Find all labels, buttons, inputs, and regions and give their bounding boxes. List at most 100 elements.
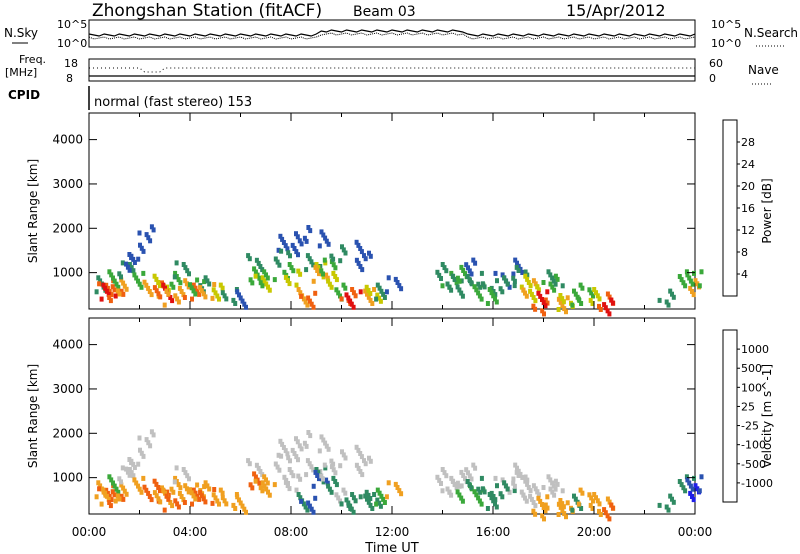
velocity-gate	[560, 508, 565, 513]
velocity-colorbar-tick-label: -500	[741, 458, 766, 471]
velocity-gate	[531, 483, 536, 489]
velocity-gate	[550, 489, 555, 495]
power-gate	[242, 301, 247, 307]
power-gate	[540, 297, 544, 302]
velocity-gate	[311, 509, 316, 515]
power-gate	[146, 235, 151, 241]
power-cell	[211, 282, 225, 302]
velocity-gate	[326, 483, 331, 489]
velocity-gate	[309, 464, 314, 470]
power-gate	[283, 243, 288, 249]
velocity-gate	[339, 501, 344, 507]
power-gate	[507, 284, 512, 290]
velocity-gate	[338, 498, 342, 504]
velocity-gate	[279, 453, 284, 459]
power-gate	[184, 281, 189, 287]
power-gate	[319, 229, 324, 235]
velocity-gate	[587, 492, 592, 498]
velocity-gate	[536, 492, 541, 498]
power-cell	[276, 233, 290, 253]
velocity-gate	[217, 501, 221, 507]
velocity-gate	[139, 450, 144, 456]
power-gate	[104, 282, 109, 288]
velocity-cell	[172, 465, 191, 485]
velocity-cell	[588, 492, 602, 511]
velocity-gate	[479, 475, 484, 481]
velocity-cell	[435, 467, 449, 486]
velocity-gate	[524, 498, 529, 504]
velocity-gate	[562, 511, 567, 517]
power-gate	[607, 311, 612, 317]
power-gate	[670, 291, 674, 297]
velocity-gate	[117, 476, 122, 482]
velocity-cell	[536, 494, 550, 514]
power-gate	[195, 277, 200, 283]
velocity-gate	[119, 482, 124, 488]
velocity-cell	[258, 474, 277, 494]
velocity-gate	[103, 490, 108, 496]
velocity-gate	[272, 482, 277, 488]
power-gate	[324, 272, 329, 278]
power-cell	[117, 260, 136, 280]
velocity-gate	[348, 503, 353, 509]
power-gate	[246, 253, 251, 259]
power-gate	[256, 260, 261, 266]
velocity-gate	[498, 491, 503, 497]
power-gate	[104, 288, 109, 294]
velocity-gate	[324, 443, 329, 449]
velocity-gate	[163, 490, 167, 496]
power-gate	[316, 265, 321, 271]
power-gate	[218, 282, 223, 288]
velocity-gate	[555, 481, 560, 487]
velocity-gate	[607, 499, 612, 505]
power-gate	[572, 288, 576, 294]
velocity-gate	[304, 443, 309, 449]
power-gate	[602, 302, 607, 308]
velocity-gate	[141, 475, 146, 481]
velocity-gate	[195, 493, 200, 499]
power-gate	[295, 234, 300, 240]
power-gate	[164, 288, 169, 294]
power-gate	[162, 302, 167, 308]
velocity-gate	[526, 485, 531, 490]
velocity-cell	[485, 492, 499, 511]
power-gate	[193, 291, 198, 297]
power-cell	[465, 270, 484, 290]
velocity-cell	[677, 474, 696, 494]
velocity-gate	[197, 496, 202, 502]
velocity-gate	[141, 453, 146, 459]
power-gate	[381, 291, 386, 297]
power-gate	[321, 274, 326, 280]
power-gate	[384, 289, 389, 295]
velocity-gate	[97, 486, 102, 492]
power-cell	[283, 268, 303, 288]
power-gate	[495, 278, 499, 284]
velocity-gate	[467, 473, 472, 479]
velocity-cell	[253, 478, 272, 498]
power-gate	[199, 288, 204, 294]
power-gate	[440, 283, 445, 289]
velocity-gate	[111, 480, 115, 486]
power-gate	[336, 290, 341, 296]
power-gate	[262, 269, 267, 275]
power-gate	[115, 288, 120, 294]
velocity-gate	[457, 492, 462, 498]
velocity-colorbar-tick-label: -25	[741, 420, 759, 433]
power-gate	[253, 269, 258, 275]
power-gate	[365, 291, 369, 297]
power-gate	[280, 236, 285, 242]
velocity-gate	[334, 482, 339, 488]
power-gate	[610, 300, 615, 306]
power-gate	[449, 270, 454, 276]
power-gate	[313, 290, 318, 296]
velocity-gate	[590, 506, 595, 511]
power-gate	[435, 269, 440, 275]
power-gate	[304, 267, 309, 273]
power-gate	[379, 288, 384, 294]
velocity-gate	[368, 496, 373, 501]
velocity-gate	[110, 489, 115, 495]
beam-label: Beam 03	[353, 4, 416, 20]
velocity-colorbar-tick-label: 500	[741, 362, 762, 375]
velocity-gate	[125, 469, 130, 475]
velocity-ylabel: Slant Range [km]	[26, 364, 40, 468]
